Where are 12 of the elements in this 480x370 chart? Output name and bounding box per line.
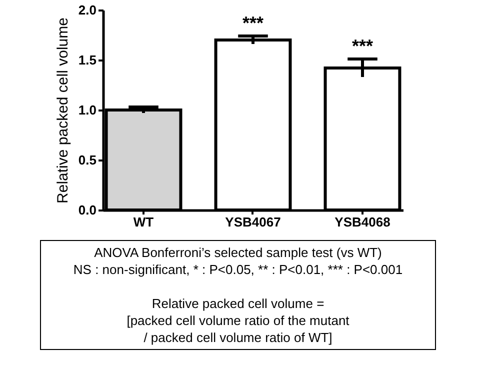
y-tick-label: 1.5: [78, 52, 96, 68]
annotation: ***: [242, 13, 264, 33]
y-axis-title: Relative packed cell volume: [54, 18, 72, 204]
x-tick-label: WT: [133, 214, 154, 230]
y-tick-label: 2.0: [78, 2, 96, 18]
x-tick-label: YSB4067: [225, 214, 281, 230]
note-frame: ANOVA Bonferroni’s selected sample test (vs WT) NS : non-significant, * : P<0.05, ** : P<0.01, *** : P<0.001 Relative packed cell volume = [packed cell volume ratio of the mutant / packed cell volume ratio of WT]: [40, 240, 436, 350]
x-tick-label: YSB4068: [334, 214, 390, 230]
y-tick-label: 1.0: [78, 102, 96, 118]
y-tick-label: 0.0: [78, 202, 96, 218]
y-tick-label: 0.5: [78, 152, 96, 168]
annotation: ***: [352, 36, 373, 56]
